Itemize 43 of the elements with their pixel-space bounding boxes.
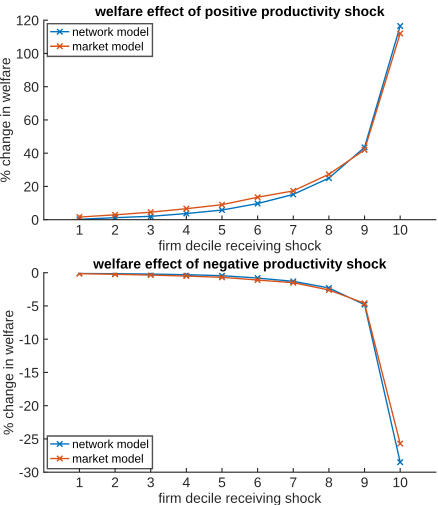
y-tick-label: -20 bbox=[19, 401, 38, 411]
y-tick-label: -15 bbox=[19, 368, 38, 378]
x-tick-label: 8 bbox=[326, 477, 332, 488]
y-tick-label: 60 bbox=[24, 115, 38, 126]
y-tick-label: -30 bbox=[19, 468, 38, 478]
y-tick-label: 20 bbox=[24, 182, 38, 192]
y-tick-label: 40 bbox=[24, 148, 38, 158]
x-tick-label: 6 bbox=[254, 477, 261, 488]
y-tick-label: 120 bbox=[16, 16, 38, 26]
x-tick-label: 7 bbox=[290, 225, 296, 235]
y-tick-label: -10 bbox=[19, 334, 38, 344]
legend-label: market model bbox=[72, 42, 143, 50]
y-tick-label: 0 bbox=[32, 268, 38, 278]
x-tick-label: 5 bbox=[218, 478, 226, 488]
x-tick-label: 5 bbox=[218, 225, 226, 235]
y-tick-label: 0 bbox=[32, 215, 38, 225]
legend-label: network model bbox=[72, 27, 148, 36]
y-tick-label: 80 bbox=[24, 82, 38, 92]
x-tick-label: 7 bbox=[290, 478, 296, 488]
y-tick-label: 100 bbox=[16, 48, 38, 59]
y-tick-label: -25 bbox=[19, 434, 38, 444]
x-tick-label: 10 bbox=[394, 224, 408, 235]
x-tick-label: 2 bbox=[112, 477, 118, 488]
x-tick-label: 3 bbox=[147, 477, 154, 488]
x-tick-label: 9 bbox=[361, 224, 368, 235]
legend-label: market model bbox=[72, 454, 143, 463]
x-tick-label: 9 bbox=[361, 477, 368, 488]
x-tick-label: 4 bbox=[182, 225, 190, 235]
x-tick-label: 10 bbox=[394, 477, 408, 488]
legend-label: network model bbox=[72, 440, 148, 448]
chart-title: welfare effect of negative productivity shock bbox=[93, 258, 386, 272]
y-axis-title: % change in welfare bbox=[0, 58, 13, 182]
x-tick-label: 6 bbox=[254, 224, 261, 235]
x-axis-title: firm decile receiving shock bbox=[158, 240, 322, 254]
x-tick-label: 8 bbox=[326, 224, 332, 235]
y-axis-title: % change in welfare bbox=[3, 310, 16, 434]
x-tick-label: 1 bbox=[76, 225, 83, 235]
x-tick-label: 4 bbox=[182, 478, 190, 488]
x-tick-label: 3 bbox=[147, 224, 154, 235]
chart-title: welfare effect of positive productivity shock bbox=[95, 6, 385, 19]
x-tick-label: 1 bbox=[76, 478, 83, 488]
x-tick-label: 2 bbox=[112, 224, 118, 235]
y-tick-label: -5 bbox=[27, 301, 38, 312]
